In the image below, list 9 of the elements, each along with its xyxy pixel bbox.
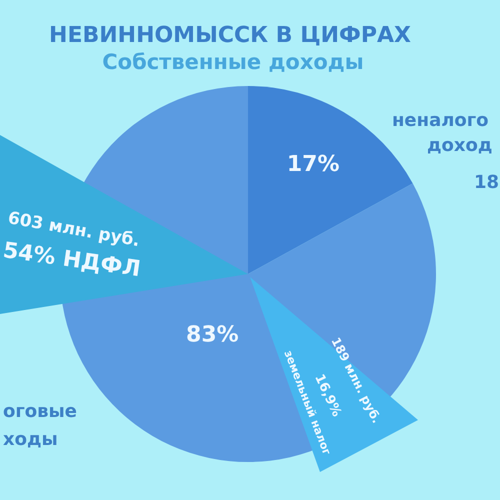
text: оговые xyxy=(3,401,78,422)
data-label: 17% xyxy=(286,152,340,177)
text: неналого xyxy=(392,110,489,131)
text: доход xyxy=(427,135,492,156)
data-label: 83% xyxy=(186,322,239,348)
text: 18 xyxy=(474,172,500,193)
chart-subtitle: Собственные доходы xyxy=(102,50,364,74)
text: ходы xyxy=(3,429,58,450)
chart-title: НЕВИННОМЫССК В ЦИФРАХ xyxy=(49,23,412,48)
